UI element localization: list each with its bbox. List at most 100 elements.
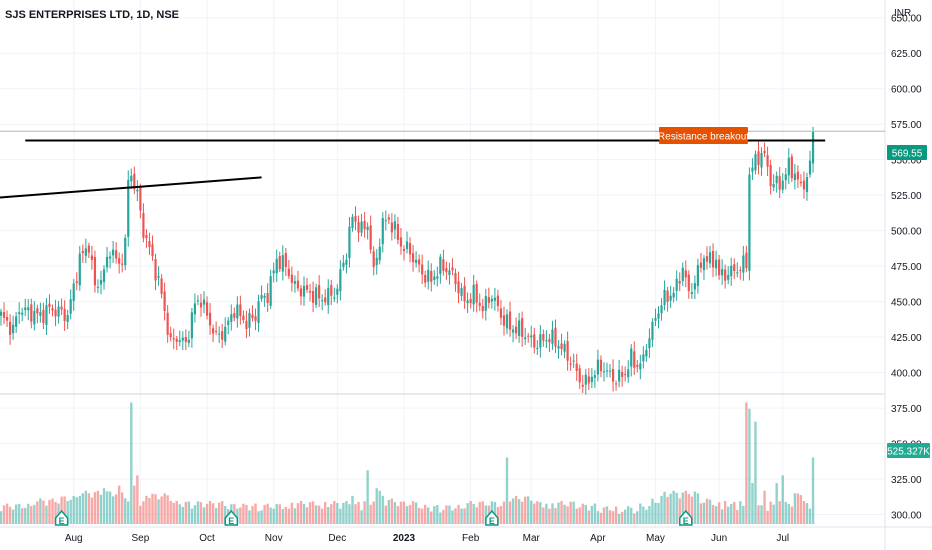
volume-bar — [651, 498, 654, 524]
candle-body — [581, 384, 584, 387]
candle-body — [521, 318, 524, 337]
candle-body — [496, 295, 500, 307]
volume-bar — [575, 508, 578, 524]
volume-bar — [617, 513, 621, 524]
volume-bar — [39, 498, 42, 524]
volume-bar — [723, 501, 727, 524]
volume-bar — [793, 493, 797, 524]
candle-body — [772, 184, 775, 188]
time-tick-label: Jun — [711, 533, 727, 544]
candle-body — [169, 333, 172, 338]
volume-bar — [369, 504, 372, 524]
volume-bar — [699, 503, 703, 524]
candle-body — [118, 258, 121, 264]
volume-bar — [730, 504, 733, 524]
volume-bar — [630, 507, 633, 524]
candle-body — [339, 269, 342, 292]
volume-bar — [396, 506, 400, 524]
volume-bar — [248, 510, 251, 524]
price-tick-label: 400.00 — [891, 369, 922, 380]
volume-bar — [781, 475, 784, 524]
volume-bar — [130, 402, 133, 524]
candle-body — [324, 297, 327, 303]
volume-bar — [445, 505, 448, 524]
volume-bar — [720, 509, 724, 524]
candle-body — [705, 256, 709, 262]
candle-body — [657, 313, 660, 319]
candle-body — [527, 335, 530, 337]
candle-body — [593, 375, 596, 378]
candle-body — [439, 256, 442, 275]
volume-bar — [384, 505, 388, 524]
earnings-letter: E — [59, 516, 65, 526]
candle-body — [711, 251, 715, 268]
candle-body — [463, 285, 466, 302]
candle-body — [533, 334, 536, 348]
volume-bar — [166, 495, 169, 524]
time-tick-label: Nov — [265, 533, 283, 544]
candle-body — [112, 249, 115, 256]
candle-body — [645, 349, 648, 357]
earnings-letter: E — [683, 516, 689, 526]
candle-body — [72, 283, 75, 301]
candle-body — [184, 337, 187, 342]
candle-body — [599, 359, 603, 372]
candle-body — [127, 179, 130, 237]
volume-bar — [563, 504, 566, 524]
volume-bar — [714, 506, 718, 524]
volume-bar — [381, 495, 384, 524]
candle-body — [190, 312, 193, 339]
volume-bar — [263, 504, 266, 524]
volume-bar — [275, 504, 278, 524]
volume-bar — [408, 504, 412, 524]
volume-bar — [211, 503, 215, 524]
candle-body — [248, 312, 251, 328]
candle-body — [63, 308, 66, 322]
candle-body — [796, 171, 799, 180]
candle-body — [18, 312, 21, 315]
volume-bar — [496, 507, 500, 524]
candle-body — [148, 240, 151, 248]
price-tick-label: 650.00 — [891, 14, 922, 25]
volume-bar — [627, 506, 630, 524]
candle-body — [663, 289, 666, 305]
candle-body — [418, 259, 421, 265]
volume-bar — [448, 505, 451, 524]
candle-body — [108, 256, 112, 259]
volume-bar — [242, 503, 245, 524]
volume-bar — [548, 508, 551, 524]
candle-body — [296, 280, 300, 289]
candle-body — [608, 370, 612, 372]
candle-body — [21, 312, 24, 315]
earnings-marker: E — [224, 509, 239, 526]
volume-bar — [390, 498, 394, 524]
candle-body — [618, 369, 621, 382]
time-tick-label: May — [646, 533, 665, 544]
volume-bar — [360, 510, 363, 524]
trendline — [0, 176, 262, 199]
volume-bar — [214, 508, 218, 524]
candle-body — [27, 307, 30, 311]
volume-bar — [142, 501, 145, 524]
candle-body — [115, 250, 118, 259]
candle-body — [33, 310, 36, 325]
candle-body — [308, 291, 312, 293]
price-tick-label: 325.00 — [891, 475, 922, 486]
candle-body — [766, 155, 769, 167]
candle-body — [781, 180, 784, 190]
volume-bar — [745, 402, 748, 524]
candle-body — [614, 383, 618, 385]
time-tick-label: 2023 — [393, 533, 416, 544]
volume-bar — [5, 503, 9, 524]
volume-bar — [393, 502, 397, 524]
candle-body — [693, 283, 696, 290]
candle-body — [236, 304, 239, 319]
candle-body — [605, 370, 609, 372]
candle-body — [415, 259, 418, 263]
candle-body — [139, 187, 142, 211]
volume-bar — [481, 501, 484, 524]
time-tick-label: Mar — [523, 533, 541, 544]
volume-bar — [569, 501, 572, 524]
candle-body — [145, 234, 148, 239]
earnings-icon — [54, 509, 69, 526]
